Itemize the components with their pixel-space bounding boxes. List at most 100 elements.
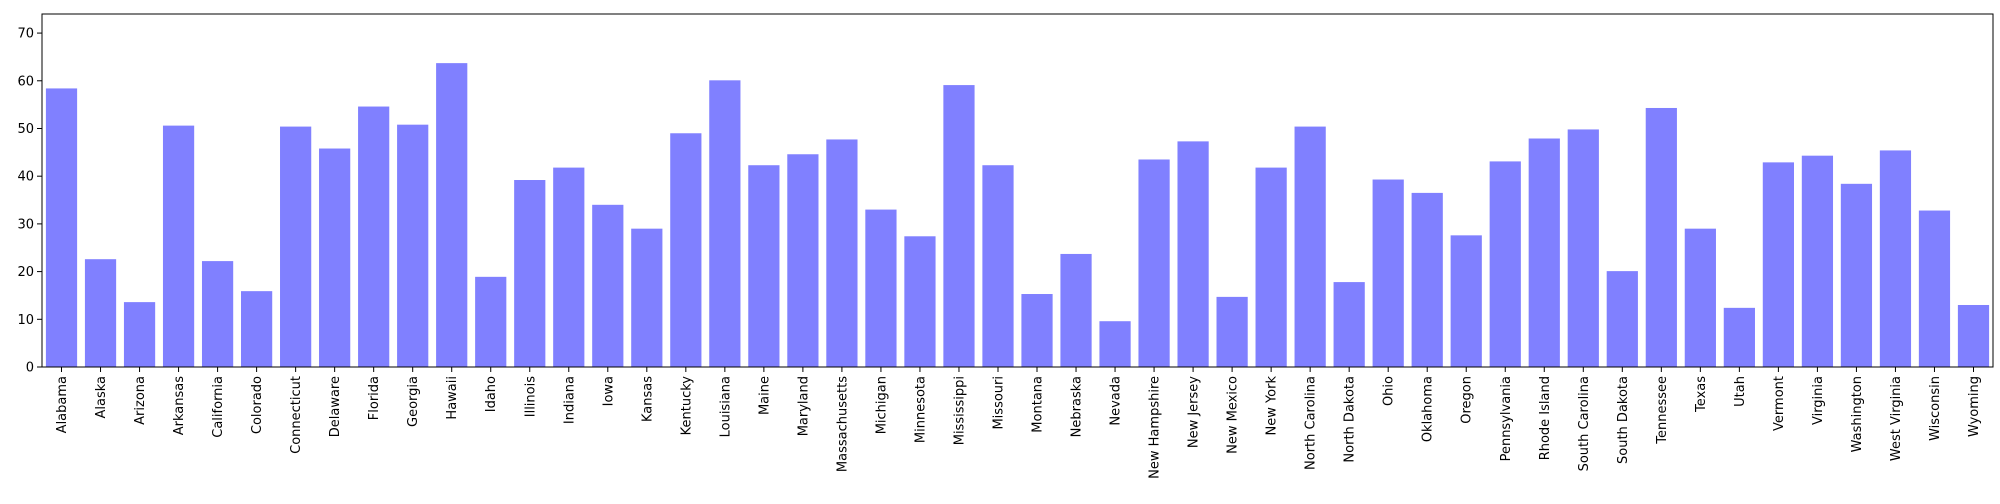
bar-alaska [84, 259, 117, 367]
y-tick-label: 60 [17, 74, 34, 89]
x-tick-label: Virginia [1811, 376, 1826, 425]
x-tick-label: Wyoming [1967, 376, 1982, 437]
bar-maine [748, 165, 780, 367]
x-tick-label: Wisconsin [1928, 376, 1943, 441]
x-tick-label: Missouri [991, 376, 1006, 430]
x-tick-label: Alabama [55, 376, 70, 433]
x-tick-label: Georgia [406, 376, 421, 427]
x-tick-label: Delaware [328, 376, 343, 437]
bars-group [45, 63, 1990, 368]
x-tick-label: Arizona [133, 376, 148, 425]
y-axis: 0 10 20 30 40 50 60 70 [17, 27, 42, 376]
x-tick-label: Massachusetts [835, 376, 850, 472]
x-tick-label: Florida [367, 376, 382, 420]
x-tick-label: Colorado [250, 376, 265, 434]
x-tick-label: Texas [1694, 376, 1709, 413]
bar-georgia [397, 124, 429, 367]
x-tick-label: Connecticut [289, 376, 304, 454]
bar-nebraska [1060, 253, 1092, 367]
x-tick-label: Illinois [523, 376, 538, 417]
x-tick-label: Michigan [874, 376, 889, 434]
bar-alabama [45, 88, 78, 368]
bar-west-virginia [1879, 150, 1912, 367]
bar-massachusetts [826, 139, 858, 367]
x-tick-label: South Dakota [1616, 376, 1631, 464]
x-tick-label: Indiana [562, 376, 577, 424]
bar-texas [1684, 228, 1716, 367]
x-tick-label: Mississippi [952, 376, 967, 445]
bar-illinois [514, 180, 546, 367]
bar-kentucky [670, 133, 702, 367]
x-tick-label: Alaska [94, 376, 109, 419]
bar-indiana [553, 167, 585, 367]
y-tick-label: 30 [17, 217, 34, 232]
x-tick-label: Louisiana [718, 376, 733, 437]
x-tick-label: North Dakota [1343, 376, 1358, 463]
plot-frame [41, 13, 1994, 368]
bar-michigan [865, 209, 897, 367]
x-tick-label: Rhode Island [1538, 376, 1553, 460]
x-tick-label: Kentucky [679, 376, 694, 436]
bar-wyoming [1957, 304, 1990, 367]
bar-new-jersey [1177, 141, 1209, 367]
bar-washington [1840, 183, 1873, 367]
bar-arizona [123, 302, 156, 367]
bar-oregon [1450, 235, 1482, 367]
bar-north-dakota [1333, 282, 1365, 367]
x-tick-label: Arkansas [172, 376, 187, 435]
x-tick-label: Montana [1031, 376, 1046, 433]
bar-california [201, 261, 234, 367]
y-tick-label: 10 [17, 313, 34, 328]
bar-hawaii [436, 63, 468, 367]
bar-north-carolina [1294, 126, 1326, 367]
bar-new-york [1255, 167, 1287, 367]
x-tick-label: West Virginia [1889, 376, 1904, 461]
y-tick-label: 50 [17, 122, 34, 137]
bar-mississippi [943, 85, 975, 367]
x-tick-label: Iowa [601, 376, 616, 406]
bar-pennsylvania [1489, 161, 1521, 367]
bar-arkansas [162, 125, 195, 368]
bar-idaho [475, 276, 507, 367]
bar-minnesota [904, 236, 936, 367]
bar-tennessee [1645, 107, 1677, 367]
bar-connecticut [280, 126, 312, 367]
bar-louisiana [709, 80, 741, 367]
x-tick-label: Oklahoma [1421, 376, 1436, 442]
bar-oklahoma [1411, 192, 1443, 367]
bar-new-hampshire [1138, 159, 1170, 367]
bar-new-mexico [1216, 296, 1248, 367]
x-tick-label: Vermont [1772, 376, 1787, 431]
bar-montana [1021, 294, 1053, 367]
x-tick-label: Washington [1850, 376, 1865, 452]
bar-maryland [787, 154, 819, 367]
x-tick-label: Kansas [640, 376, 655, 422]
bar-nevada [1099, 321, 1131, 367]
bar-virginia [1801, 155, 1834, 367]
x-tick-label: Maryland [796, 376, 811, 436]
x-tick-label: Nevada [1109, 376, 1124, 426]
x-tick-label: Idaho [484, 376, 499, 412]
bar-wisconsin [1918, 210, 1951, 367]
bar-vermont [1762, 162, 1794, 367]
y-tick-label: 20 [17, 265, 34, 280]
bar-south-carolina [1567, 129, 1599, 367]
y-tick-label: 70 [17, 27, 34, 42]
x-tick-label: South Carolina [1577, 376, 1592, 471]
bar-missouri [982, 165, 1014, 367]
x-tick-label: New York [1265, 376, 1280, 436]
x-tick-label: Ohio [1382, 376, 1397, 406]
x-tick-label: California [211, 376, 226, 438]
x-tick-label: Utah [1733, 376, 1748, 407]
x-tick-label: North Carolina [1304, 376, 1319, 470]
bar-iowa [592, 204, 624, 367]
x-tick-label: Pennsylvania [1499, 376, 1514, 461]
y-tick-label: 0 [26, 361, 34, 376]
x-tick-label: New Mexico [1226, 376, 1241, 454]
bar-utah [1723, 307, 1755, 367]
bar-delaware [319, 148, 351, 367]
bar-colorado [241, 291, 273, 367]
x-tick-label: Maine [757, 376, 772, 415]
